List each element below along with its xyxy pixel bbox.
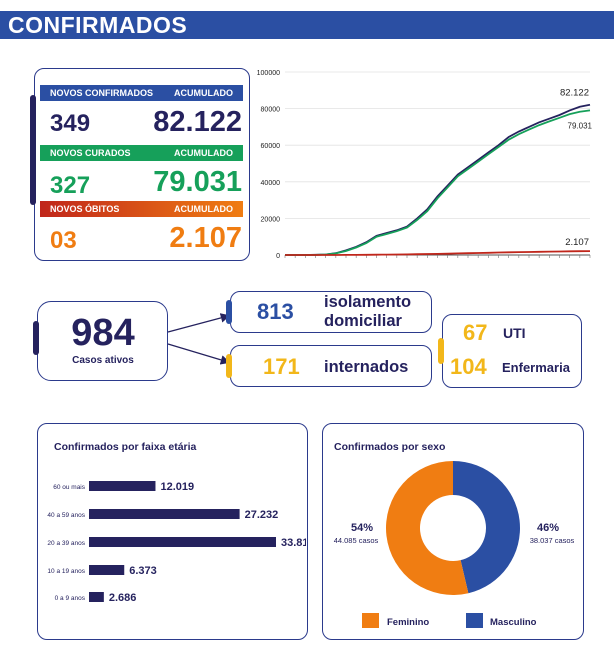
bar — [89, 481, 156, 491]
uti-accent — [438, 338, 444, 364]
bar-value-label: 27.232 — [245, 509, 279, 521]
bar — [89, 537, 276, 547]
y-tick-label: 60000 — [261, 143, 281, 150]
bar-category-label: 60 ou mais — [53, 484, 86, 491]
obitos-bar: NOVOS ÓBITOS ACUMULADO — [40, 201, 243, 217]
series-line — [285, 103, 591, 256]
confirmados-acc: 82.122 — [153, 106, 242, 138]
y-tick-label: 40000 — [261, 180, 281, 187]
active-cases-card — [37, 301, 168, 381]
series-line — [285, 109, 591, 256]
isolamento-card — [230, 291, 432, 333]
uti-enfermaria-card — [442, 314, 582, 388]
obitos-acc: 2.107 — [169, 222, 242, 254]
active-accent — [33, 321, 39, 355]
legend-swatch — [362, 613, 379, 628]
slice-count-label: 44.085 casos — [334, 536, 379, 545]
series-end-label: 79.031 — [568, 121, 593, 130]
curados-bar: NOVOS CURADOS ACUMULADO — [40, 145, 243, 161]
cumulative-line-chart: 0 20000 40000 60000 80000 100000 82.122 79.031 2… — [257, 70, 593, 260]
sex-donut-chart: 54% 44.085 casos 46% 38.037 casos Feminino Ma… — [334, 461, 575, 628]
slice-percent-label: 46% — [537, 522, 559, 534]
internados-value: 171 — [263, 354, 300, 379]
isolamento-value: 813 — [257, 299, 294, 324]
arrows — [167, 313, 231, 365]
isolamento-accent — [226, 300, 232, 324]
active-cases-label: Casos ativos — [72, 355, 134, 366]
arrow-internados — [167, 343, 231, 365]
age-bar-chart: 60 ou mais 12.019 40 a 59 anos 27.232 20 a 3… — [47, 481, 306, 604]
active-cases-value: 984 — [71, 312, 135, 354]
confirmados-acc-label: ACUMULADO — [174, 88, 233, 98]
bar-category-label: 0 a 9 anos — [55, 595, 86, 602]
slice-percent-label: 54% — [351, 522, 373, 534]
age-chart-title: Confirmados por faixa etária — [54, 441, 197, 453]
y-tick-label: 100000 — [257, 70, 280, 77]
internados-accent — [226, 354, 232, 378]
uti-value: 67 — [463, 320, 488, 345]
obitos-label: NOVOS ÓBITOS — [50, 204, 120, 214]
bar — [89, 565, 125, 575]
title-band — [0, 11, 614, 39]
age-chart-card — [37, 423, 308, 640]
obitos-new: 03 — [50, 227, 77, 254]
arrow-isolamento — [167, 313, 231, 333]
y-tick-label: 20000 — [261, 216, 281, 223]
sex-chart-title: Confirmados por sexo — [334, 441, 446, 453]
enfermaria-label: Enfermaria — [502, 360, 570, 375]
bar — [89, 592, 104, 602]
bar-category-label: 20 a 39 anos — [47, 540, 85, 547]
obitos-acc-label: ACUMULADO — [174, 204, 233, 214]
curados-acc: 79.031 — [153, 166, 242, 198]
confirmados-bar: NOVOS CONFIRMADOS ACUMULADO — [40, 85, 243, 101]
series-line — [285, 250, 591, 256]
stats-accent — [30, 95, 36, 205]
legend-swatch — [466, 613, 483, 628]
internados-card — [230, 345, 432, 387]
bar-value-label: 12.019 — [160, 481, 194, 493]
series-end-label: 2.107 — [565, 237, 589, 248]
series-end-label: 82.122 — [560, 88, 589, 99]
bar-value-label: 6.373 — [129, 565, 157, 577]
internados-label: internados — [324, 358, 409, 376]
bar — [89, 509, 240, 519]
bar-value-label: 2.686 — [109, 592, 137, 604]
curados-label: NOVOS CURADOS — [50, 148, 131, 158]
confirmados-label: NOVOS CONFIRMADOS — [50, 88, 154, 98]
curados-acc-label: ACUMULADO — [174, 148, 233, 158]
donut-slice — [385, 461, 469, 595]
y-tick-label: 80000 — [261, 107, 281, 114]
isolamento-label: isolamento domiciliar — [324, 293, 412, 330]
bar-category-label: 40 a 59 anos — [47, 512, 85, 519]
y-tick-label: 0 — [276, 253, 280, 260]
curados-new: 327 — [50, 172, 91, 199]
uti-label: UTI — [503, 325, 526, 341]
sex-chart-card — [322, 423, 584, 640]
donut-slice — [453, 461, 520, 594]
page-title: CONFIRMADOS — [8, 12, 188, 38]
bar-category-label: 10 a 19 anos — [47, 568, 85, 575]
bar-value-label: 33.812 — [281, 537, 306, 549]
legend-label: Feminino — [387, 617, 429, 628]
legend-label: Masculino — [490, 617, 537, 628]
enfermaria-value: 104 — [450, 354, 487, 379]
confirmados-new: 349 — [50, 110, 91, 137]
slice-count-label: 38.037 casos — [530, 536, 575, 545]
